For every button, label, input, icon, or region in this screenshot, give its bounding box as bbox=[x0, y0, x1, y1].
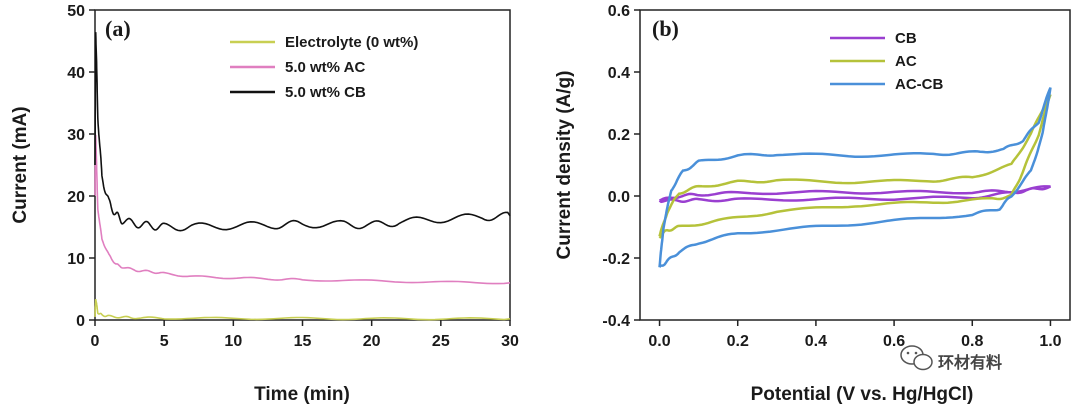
wechat-icon bbox=[900, 345, 933, 371]
series-line-electrolyte-0-wt- bbox=[94, 299, 511, 321]
y-tick-label: -0.4 bbox=[602, 313, 630, 330]
x-tick-label: 25 bbox=[432, 333, 450, 350]
panel-b-legend: CB AC AC-CB bbox=[830, 30, 943, 93]
y-tick-label: 10 bbox=[67, 251, 85, 268]
panel-b-plot-frame bbox=[639, 9, 1071, 321]
legend-label: 5.0 wt% CB bbox=[285, 84, 366, 101]
panel-a-label: (a) bbox=[105, 16, 131, 41]
panel-a-legend: Electrolyte (0 wt%) 5.0 wt% AC 5.0 wt% CB bbox=[230, 34, 418, 101]
y-tick-label: 0.6 bbox=[608, 3, 630, 20]
watermark: 环材有料 bbox=[900, 345, 1002, 372]
panel-a-chart: 0 5 10 15 20 25 30 0 10 20 30 40 50 (a) Time (min) C… bbox=[10, 3, 519, 405]
x-tick-label: 15 bbox=[294, 333, 312, 350]
series-line-ac-cb bbox=[658, 87, 1052, 268]
legend-label: AC bbox=[895, 53, 917, 70]
x-tick-label: 20 bbox=[363, 333, 381, 350]
x-tick-label: 1.0 bbox=[1039, 333, 1061, 350]
legend-label: 5.0 wt% AC bbox=[285, 59, 365, 76]
panel-b-chart: 0.0 0.2 0.4 0.6 0.8 1.0 -0.4 -0.2 0.0 0.2 0.4 0.6 (… bbox=[554, 3, 1071, 405]
x-tick-label: 0.2 bbox=[727, 333, 749, 350]
x-tick-label: 0 bbox=[91, 333, 100, 350]
x-tick-label: 0.0 bbox=[648, 333, 670, 350]
x-tick-label: 10 bbox=[224, 333, 242, 350]
y-tick-label: 50 bbox=[67, 3, 85, 20]
y-tick-label: -0.2 bbox=[602, 251, 630, 268]
watermark-text: 环材有料 bbox=[938, 353, 1002, 372]
legend-label: Electrolyte (0 wt%) bbox=[285, 34, 418, 51]
x-tick-label: 0.6 bbox=[883, 333, 905, 350]
y-tick-label: 0.2 bbox=[608, 127, 630, 144]
panel-b-xlabel: Potential (V vs. Hg/HgCl) bbox=[751, 384, 974, 405]
y-tick-label: 0 bbox=[76, 313, 85, 330]
x-tick-label: 5 bbox=[160, 333, 169, 350]
panel-b-label: (b) bbox=[652, 16, 679, 41]
x-tick-label: 0.8 bbox=[961, 333, 983, 350]
panel-a-ylabel: Current (mA) bbox=[10, 106, 31, 223]
x-tick-label: 0.4 bbox=[805, 333, 827, 350]
y-tick-label: 0.0 bbox=[608, 189, 630, 206]
x-tick-label: 30 bbox=[501, 333, 519, 350]
panel-a-xlabel: Time (min) bbox=[254, 384, 350, 405]
series-line-cb bbox=[658, 185, 1051, 204]
y-tick-label: 0.4 bbox=[608, 65, 630, 82]
y-tick-label: 20 bbox=[67, 189, 85, 206]
series-line-ac bbox=[658, 93, 1052, 239]
panel-b-ylabel: Current density (A/g) bbox=[554, 71, 575, 260]
legend-label: AC-CB bbox=[895, 76, 943, 93]
series-line-5-0-wt-ac bbox=[94, 134, 511, 285]
y-tick-label: 40 bbox=[67, 65, 85, 82]
legend-label: CB bbox=[895, 30, 917, 47]
y-tick-label: 30 bbox=[67, 127, 85, 144]
series-line-5-0-wt-cb bbox=[94, 32, 511, 232]
